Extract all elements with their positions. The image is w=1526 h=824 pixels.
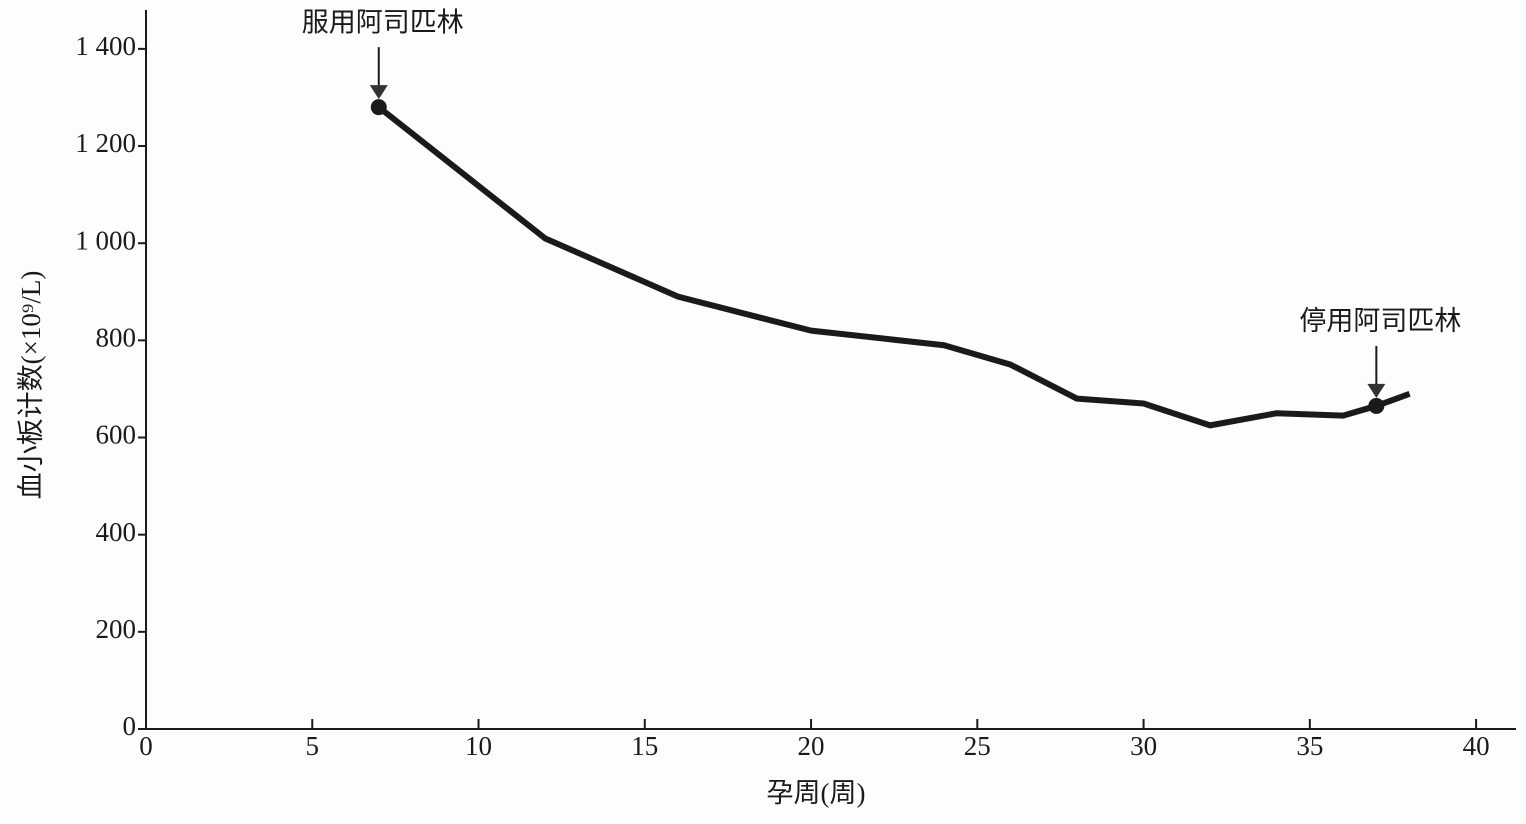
x-tick-label: 35	[1296, 731, 1323, 761]
x-tick-label: 20	[798, 731, 825, 761]
annotation-text: 停用阿司匹林	[1299, 306, 1461, 336]
annotation-marker	[370, 99, 387, 116]
y-tick-label: 1 000	[75, 225, 136, 255]
y-tick-label: 600	[96, 420, 137, 450]
x-tick-label: 25	[964, 731, 991, 761]
x-tick-label: 15	[631, 731, 658, 761]
x-tick-label: 10	[465, 731, 492, 761]
x-axis-label: 孕周(周)	[767, 778, 866, 808]
annotation-arrowhead	[369, 85, 388, 100]
annotation-marker	[1368, 397, 1385, 414]
y-tick-label: 400	[96, 517, 137, 547]
y-axis-label: 血小板计数(×10⁹/L)	[16, 271, 46, 500]
x-tick-label: 5	[306, 731, 320, 761]
y-tick-label: 1 200	[75, 128, 136, 158]
x-tick-label: 30	[1130, 731, 1157, 761]
data-line	[376, 104, 1411, 429]
y-tick-label: 1 400	[75, 31, 136, 61]
y-tick-label: 800	[96, 323, 137, 353]
annotation-text: 服用阿司匹林	[302, 7, 464, 37]
annotation-arrowhead	[1367, 383, 1386, 398]
x-tick-label: 40	[1463, 731, 1490, 761]
y-tick-label: 200	[96, 614, 137, 644]
y-tick-label: 0	[123, 711, 137, 741]
x-tick-label: 0	[139, 731, 153, 761]
